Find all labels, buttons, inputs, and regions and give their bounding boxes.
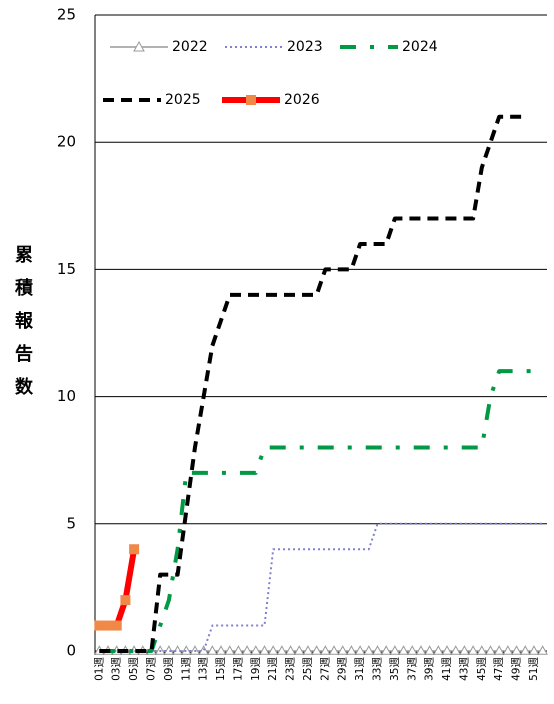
point-marker [267,645,279,655]
x-tick-label: 51週 [528,657,540,681]
point-marker [302,645,314,655]
y-axis-label: 累積報告数 [12,245,34,410]
x-tick-label: 03週 [111,657,123,681]
x-tick-label: 39週 [424,657,436,681]
point-marker [424,645,435,655]
point-marker [346,645,357,655]
point-marker [311,645,322,655]
point-marker [294,645,305,655]
point-marker [320,645,331,655]
point-marker [502,645,514,655]
legend-marker [133,40,145,52]
x-tick-label: 19週 [250,657,262,681]
legend-label: 2025 [165,92,201,108]
x-tick-label: 31週 [354,657,366,681]
y-tick-label: 25 [57,6,76,24]
x-tick-label: 05週 [128,657,140,681]
point-marker [407,645,418,655]
x-tick-label: 47週 [493,657,505,681]
series-line [99,114,526,653]
series-line [99,369,534,653]
point-marker [441,645,453,655]
x-tick-label: 13週 [198,657,210,681]
point-marker [354,645,366,655]
point-marker [224,645,235,655]
point-marker [337,645,348,655]
y-tick-label: 20 [57,133,76,151]
point-marker [380,645,392,655]
legend-label: 2023 [287,39,323,55]
point-marker [111,620,122,631]
x-tick-label: 35週 [389,657,401,681]
x-tick-label: 25週 [302,657,314,681]
legend-label: 2026 [284,92,320,108]
point-marker [398,645,409,655]
point-marker [433,645,444,655]
y-tick-label: 0 [66,642,76,660]
point-marker [485,645,496,655]
series-line [99,522,543,652]
point-marker [459,645,470,655]
x-tick-label: 23週 [285,657,297,681]
point-marker [276,645,288,655]
y-tick-label: 5 [66,514,76,532]
point-marker [415,645,427,655]
point-marker [511,645,522,655]
point-marker [537,645,548,655]
point-marker [520,645,531,655]
legend-label: 2024 [402,39,438,55]
point-marker [476,645,488,655]
point-marker [259,645,270,655]
x-tick-label: 17週 [232,657,244,681]
point-marker [120,595,131,606]
point-marker [450,645,461,655]
y-tick-label: 10 [57,387,76,405]
x-tick-label: 45週 [476,657,488,681]
x-tick-label: 37週 [406,657,418,681]
legend-label: 2022 [172,39,208,55]
point-marker [372,645,383,655]
point-marker [250,645,262,655]
series-line [99,548,138,629]
x-tick-label: 49週 [511,657,523,681]
x-tick-label: 41週 [441,657,453,681]
x-tick-label: 15週 [215,657,227,681]
point-marker [467,645,479,655]
point-marker [363,645,375,655]
point-marker [233,645,244,655]
point-marker [129,544,140,555]
x-tick-label: 21週 [267,657,279,681]
x-tick-label: 43週 [458,657,470,681]
x-tick-label: 27週 [319,657,331,681]
point-marker [328,645,340,655]
x-tick-label: 33週 [372,657,384,681]
x-tick-label: 01週 [93,657,105,681]
legend-marker [246,95,256,105]
x-tick-label: 11週 [180,657,192,681]
point-marker [94,620,105,631]
x-tick-label: 29週 [337,657,349,681]
point-marker [241,645,253,655]
point-marker [528,645,540,655]
point-marker [215,645,227,655]
x-tick-label: 09週 [163,657,175,681]
point-marker [103,620,114,631]
y-tick-label: 15 [57,260,76,278]
point-marker [389,645,401,655]
point-marker [493,645,505,655]
point-marker [285,645,296,655]
x-tick-label: 07週 [146,657,158,681]
point-marker [207,645,218,655]
